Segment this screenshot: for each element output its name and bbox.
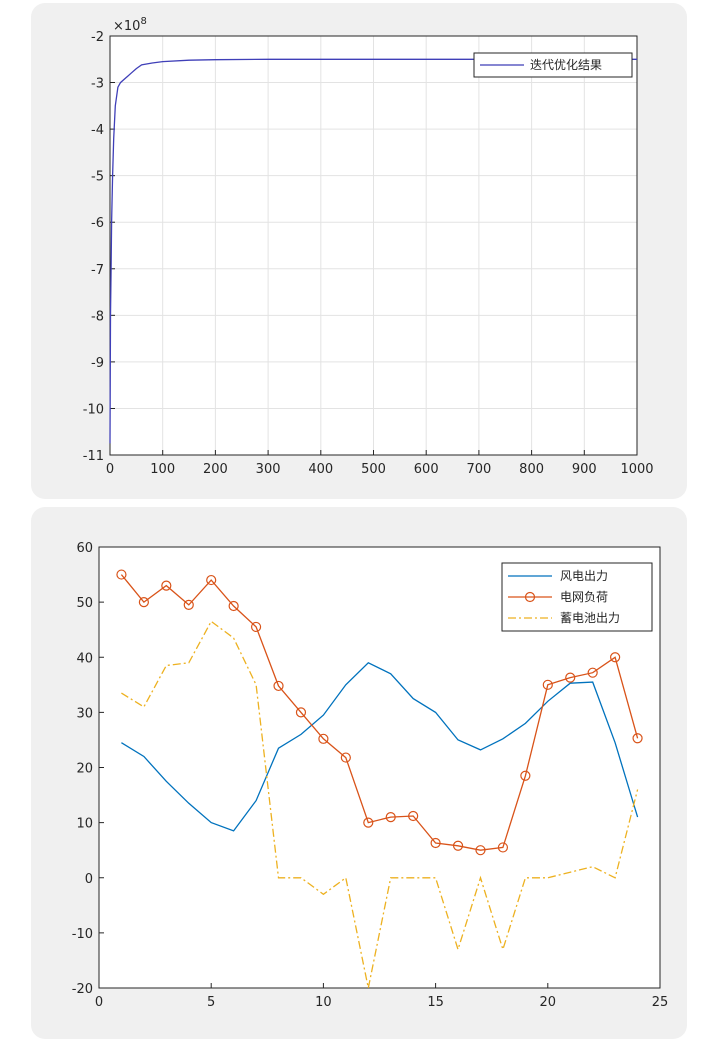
y-tick-label: 20 bbox=[76, 762, 93, 777]
y-tick-label: 40 bbox=[76, 651, 93, 666]
y-tick-label: -6 bbox=[91, 216, 104, 231]
y-tick-label: 10 bbox=[76, 817, 93, 832]
x-tick-label: 200 bbox=[203, 462, 228, 477]
power-dispatch-chart-panel: 0 5 10 15 20 25 60 50 40 30 20 10 0 -10 -20 风电出力电网负荷蓄电池… bbox=[31, 507, 687, 1039]
y-tick-label: -2 bbox=[91, 30, 104, 45]
y-tick-label: -8 bbox=[91, 309, 104, 324]
series-line-wind-power bbox=[121, 662, 639, 832]
data-point-grid-load bbox=[452, 840, 464, 851]
data-point-grid-load bbox=[632, 733, 643, 744]
x-tick-label: 400 bbox=[308, 462, 333, 477]
data-point-grid-load bbox=[206, 574, 217, 586]
x-tick-label: 20 bbox=[540, 995, 557, 1010]
x-tick-label: 600 bbox=[414, 462, 439, 477]
data-point-grid-load bbox=[610, 652, 621, 663]
data-point-grid-load bbox=[587, 667, 598, 678]
data-point-grid-load bbox=[385, 812, 396, 823]
y-tick-label: 0 bbox=[85, 872, 93, 887]
x-tick-label: 700 bbox=[466, 462, 491, 477]
exponent-label: ×108 bbox=[113, 16, 147, 34]
data-point-grid-load bbox=[565, 672, 576, 683]
x-tick-label: 1000 bbox=[620, 462, 653, 477]
convergence-chart-panel: 0 100 200 300 400 500 600 700 800 900 1000 -2 -3 -4 -5… bbox=[31, 3, 687, 499]
y-tick-label: -3 bbox=[91, 77, 104, 92]
y-tick-label: -10 bbox=[72, 927, 93, 942]
legend-marker-grid-load bbox=[524, 591, 536, 603]
series-line-battery-output bbox=[121, 620, 639, 989]
x-tick-label: 300 bbox=[256, 462, 281, 477]
x-tick-label: 25 bbox=[652, 995, 669, 1010]
series-line-iteration-result bbox=[109, 58, 637, 444]
data-point-grid-load bbox=[318, 733, 329, 744]
series-line-grid-load bbox=[120, 574, 639, 851]
data-point-grid-load bbox=[363, 817, 374, 828]
data-point-grid-load bbox=[520, 770, 531, 781]
y-tick-label: 50 bbox=[76, 596, 93, 611]
y-tick-label: 60 bbox=[76, 541, 93, 556]
x-tick-label: 100 bbox=[150, 462, 175, 477]
convergence-chart: 0 100 200 300 400 500 600 700 800 900 1000 -2 -3 -4 -5… bbox=[83, 16, 654, 477]
power-dispatch-chart: 0 5 10 15 20 25 60 50 40 30 20 10 0 -10 -20 风电出力电网负荷蓄电池… bbox=[72, 541, 669, 1010]
data-point-grid-load bbox=[408, 810, 419, 822]
exponent-power: 8 bbox=[140, 16, 146, 27]
y-tick-label: -4 bbox=[91, 123, 104, 138]
data-point-grid-load bbox=[138, 597, 149, 608]
legend-label-battery-output: 蓄电池出力 bbox=[560, 611, 620, 625]
data-point-grid-load bbox=[228, 600, 239, 612]
data-point-grid-load bbox=[497, 842, 509, 853]
x-tick-label: 900 bbox=[572, 462, 597, 477]
legend-label-wind-power: 风电出力 bbox=[560, 569, 608, 583]
x-tick-label: 10 bbox=[315, 995, 332, 1010]
x-tick-label: 15 bbox=[427, 995, 444, 1010]
data-point-grid-load bbox=[542, 679, 553, 690]
x-tick-label: 0 bbox=[95, 995, 103, 1010]
data-point-grid-load bbox=[183, 599, 194, 610]
legend-label-iteration-result: 迭代优化结果 bbox=[530, 58, 602, 72]
data-point-grid-load bbox=[161, 580, 172, 591]
x-tick-label: 0 bbox=[106, 462, 114, 477]
y-tick-label: -7 bbox=[91, 263, 104, 278]
legend-label-grid-load: 电网负荷 bbox=[560, 590, 608, 604]
y-tick-label: 30 bbox=[76, 706, 93, 721]
y-tick-label: -11 bbox=[83, 449, 104, 464]
y-tick-label: -10 bbox=[83, 402, 104, 417]
x-tick-label: 5 bbox=[207, 995, 215, 1010]
data-point-grid-load bbox=[273, 680, 284, 692]
y-tick-label: -5 bbox=[91, 170, 104, 185]
x-tick-label: 500 bbox=[361, 462, 386, 477]
y-tick-label: -9 bbox=[91, 356, 104, 371]
data-point-grid-load bbox=[340, 752, 351, 763]
data-point-grid-load bbox=[116, 569, 127, 580]
x-tick-label: 800 bbox=[519, 462, 544, 477]
data-point-grid-load bbox=[250, 621, 262, 633]
data-point-grid-load bbox=[430, 837, 441, 849]
data-point-grid-load bbox=[295, 707, 307, 718]
y-tick-label: -20 bbox=[72, 982, 93, 997]
data-point-grid-load bbox=[475, 845, 486, 856]
